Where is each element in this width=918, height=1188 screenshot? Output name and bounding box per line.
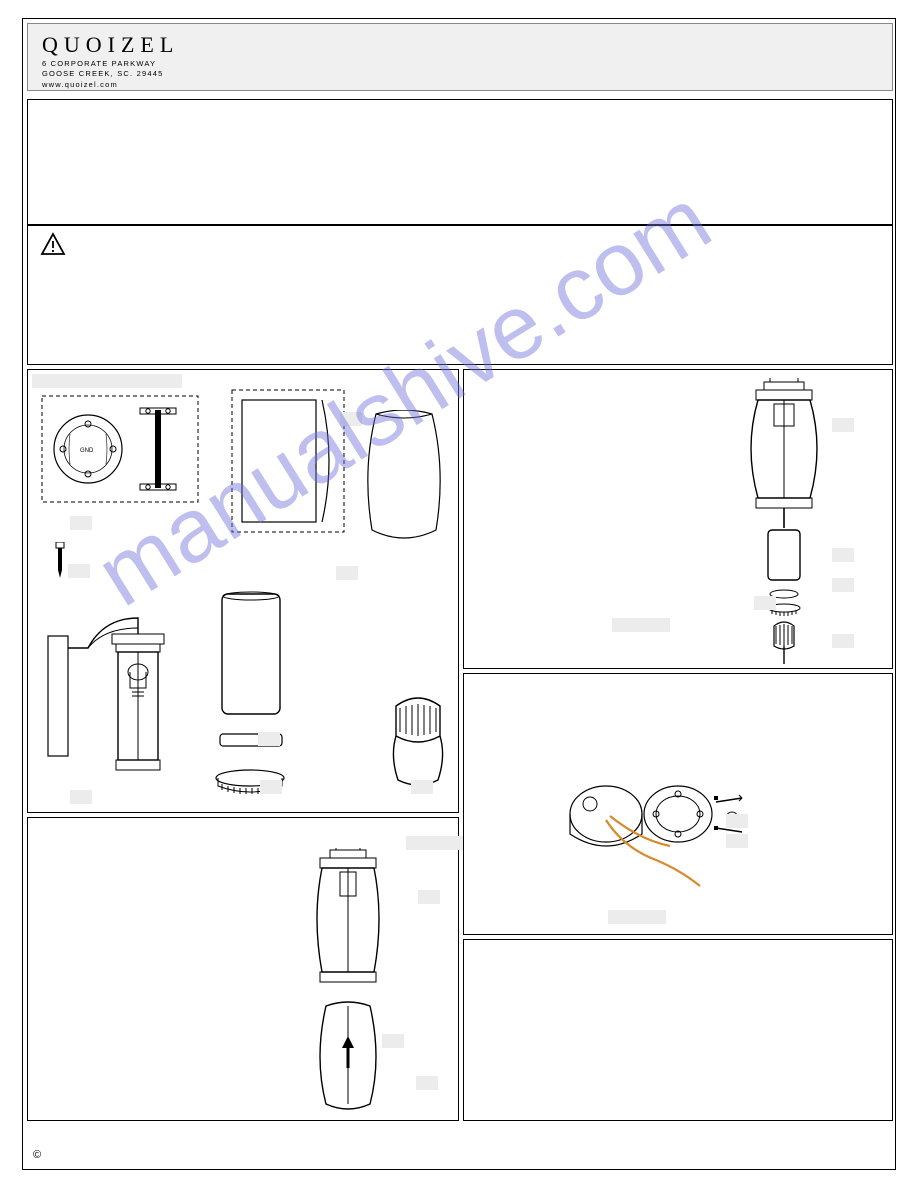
callout xyxy=(726,834,748,848)
step1-diagram xyxy=(278,848,418,1118)
step3-label xyxy=(608,910,666,924)
callout xyxy=(411,780,433,794)
glass-shade-icon xyxy=(358,410,450,546)
callout xyxy=(260,780,282,794)
callout xyxy=(416,1076,438,1090)
callout xyxy=(258,732,280,746)
callout xyxy=(832,578,854,592)
callout xyxy=(70,516,92,530)
company-address-1: 6 CORPORATE PARKWAY xyxy=(42,60,878,68)
callout xyxy=(832,548,854,562)
callout xyxy=(340,412,362,426)
step2-panel xyxy=(463,369,893,669)
callout xyxy=(726,814,748,828)
backplate-icon xyxy=(228,386,348,536)
callout xyxy=(70,790,92,804)
callout xyxy=(832,418,854,432)
callout xyxy=(68,564,90,578)
sleeve-icon xyxy=(212,588,290,728)
callout xyxy=(832,634,854,648)
callout xyxy=(418,890,440,904)
callout xyxy=(336,566,358,580)
callout xyxy=(382,1034,404,1048)
page-border: QUOIZEL 6 CORPORATE PARKWAY GOOSE CREEK,… xyxy=(22,18,896,1170)
document-header: QUOIZEL 6 CORPORATE PARKWAY GOOSE CREEK,… xyxy=(27,23,893,91)
step3-panel xyxy=(463,673,893,935)
step2-diagram xyxy=(724,378,844,666)
step4-panel xyxy=(463,939,893,1121)
parts-heading-bar xyxy=(32,374,182,388)
copyright-mark: © xyxy=(33,1149,41,1161)
company-address-2: GOOSE CREEK, SC. 29445 xyxy=(42,70,878,78)
wall-lantern-icon xyxy=(40,588,190,798)
company-url: www.quoizel.com xyxy=(42,81,878,89)
svg-text:GND: GND xyxy=(80,448,94,454)
parts-panel: GND xyxy=(27,369,459,813)
step2-label xyxy=(612,618,670,632)
brand-name: QUOIZEL xyxy=(42,32,878,58)
mounting-hardware-icon: GND xyxy=(40,394,200,504)
warning-box xyxy=(27,225,893,365)
step1-panel xyxy=(27,817,459,1121)
intro-box xyxy=(27,99,893,225)
callout xyxy=(754,596,776,610)
